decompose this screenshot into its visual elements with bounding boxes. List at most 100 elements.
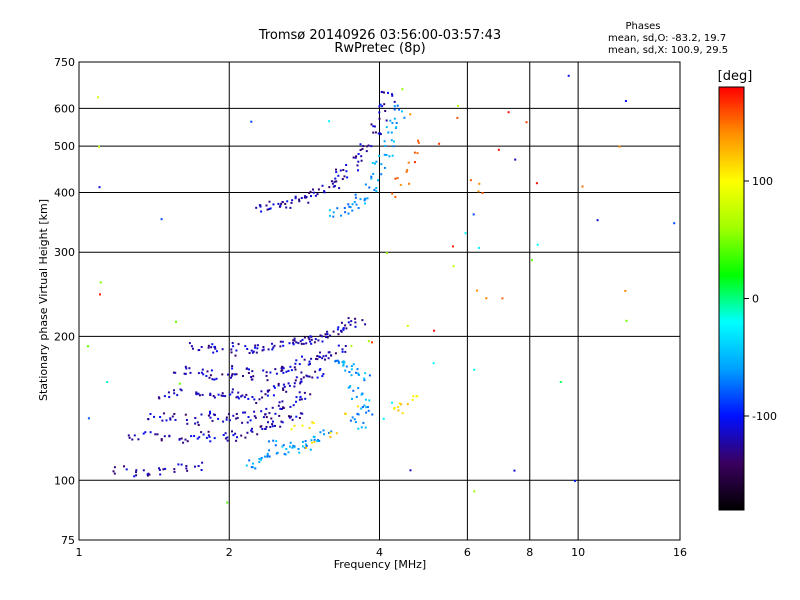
data-point <box>231 388 234 391</box>
data-point <box>222 394 225 397</box>
data-point <box>295 400 297 403</box>
data-point <box>383 140 386 143</box>
data-point <box>247 397 250 400</box>
data-point <box>390 131 393 134</box>
data-point <box>367 144 370 147</box>
data-point <box>335 432 338 435</box>
data-point <box>304 397 307 400</box>
data-point <box>251 427 253 430</box>
data-point <box>308 192 311 194</box>
data-point <box>264 427 267 430</box>
data-point <box>144 431 147 434</box>
data-point <box>384 110 387 112</box>
data-point <box>158 467 160 470</box>
data-point <box>212 351 215 354</box>
data-point <box>357 413 360 416</box>
data-point <box>344 211 347 214</box>
data-point <box>399 183 402 186</box>
data-point <box>297 342 300 345</box>
data-point <box>350 320 353 323</box>
data-point <box>282 444 285 447</box>
data-point <box>365 411 368 414</box>
data-point <box>133 475 136 478</box>
data-point <box>317 439 320 441</box>
data-point <box>293 366 296 369</box>
data-point <box>282 387 285 390</box>
data-point <box>368 399 371 402</box>
data-point <box>213 396 216 399</box>
data-point <box>169 417 172 420</box>
data-point <box>287 451 290 454</box>
data-point <box>259 204 262 207</box>
data-point <box>298 363 301 366</box>
data-point <box>292 444 295 447</box>
data-point <box>396 104 399 107</box>
data-point <box>581 185 584 188</box>
data-point <box>364 197 367 200</box>
data-point <box>364 323 367 326</box>
data-point <box>163 395 166 398</box>
data-point <box>135 474 138 477</box>
data-point <box>329 435 332 438</box>
data-point <box>213 437 216 440</box>
data-point <box>231 373 234 376</box>
data-point <box>481 192 484 194</box>
data-point <box>316 193 319 196</box>
x-axis-label: Frequency [MHz] <box>334 558 426 571</box>
data-point <box>195 391 198 394</box>
data-point <box>378 154 381 157</box>
data-point <box>262 369 265 372</box>
data-point <box>321 340 324 343</box>
data-point <box>311 376 314 379</box>
x-tick-label: 10 <box>571 546 585 559</box>
data-point <box>322 355 325 358</box>
data-point <box>328 351 331 354</box>
data-point <box>190 345 193 348</box>
data-point <box>328 209 331 212</box>
data-point <box>365 150 368 153</box>
data-point <box>217 417 220 420</box>
data-point <box>205 436 208 439</box>
data-point <box>264 393 267 396</box>
data-point <box>135 471 137 474</box>
data-point <box>385 252 388 255</box>
data-point <box>265 371 268 374</box>
data-point <box>207 346 210 349</box>
data-point <box>345 170 348 173</box>
data-point <box>156 433 159 436</box>
data-point <box>401 412 404 415</box>
data-point <box>294 197 297 200</box>
data-point <box>360 155 363 158</box>
data-point <box>252 466 255 469</box>
data-point <box>294 368 297 371</box>
data-point <box>215 350 218 353</box>
data-point <box>268 449 271 452</box>
data-point <box>189 371 192 374</box>
data-point <box>168 434 171 437</box>
data-point <box>242 375 244 377</box>
data-point <box>198 436 201 439</box>
data-point <box>341 178 344 180</box>
data-point <box>254 344 257 347</box>
data-point <box>288 342 291 345</box>
data-point <box>379 103 382 106</box>
data-point <box>221 348 224 351</box>
data-point <box>514 158 517 161</box>
data-point <box>303 391 306 394</box>
data-point <box>256 433 259 436</box>
data-point <box>184 365 187 368</box>
data-point <box>335 168 337 171</box>
data-point <box>356 368 359 371</box>
data-point <box>272 439 275 442</box>
data-point <box>259 425 262 428</box>
data-point <box>179 388 182 391</box>
data-point <box>364 426 367 429</box>
data-point <box>342 363 345 366</box>
data-point <box>318 355 321 358</box>
data-point <box>360 426 363 429</box>
data-point <box>277 384 280 387</box>
data-point <box>237 397 240 400</box>
data-point <box>356 164 359 167</box>
data-point <box>340 321 343 324</box>
data-point <box>367 406 369 408</box>
